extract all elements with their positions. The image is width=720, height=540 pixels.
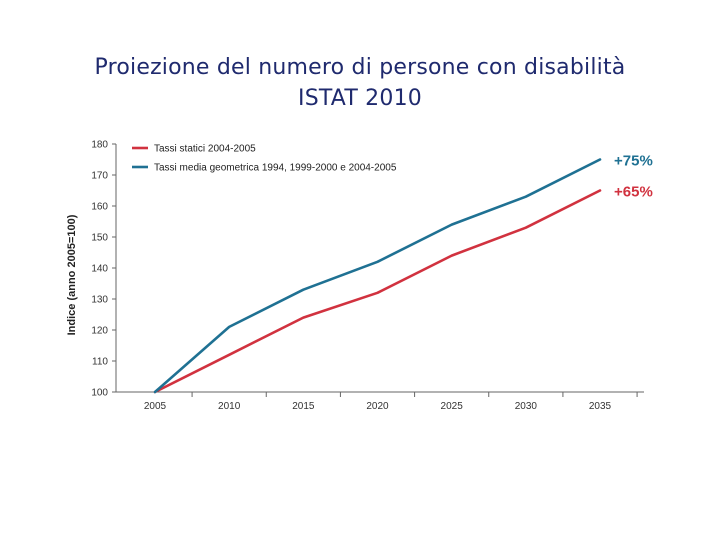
x-tick-label: 2030 bbox=[515, 401, 538, 412]
disability-projection-chart: 100 110 120 130 140 150 160 170 180 2005 2010 2015… bbox=[66, 140, 653, 413]
y-tick-label: 100 bbox=[91, 388, 108, 399]
y-tick-label: 130 bbox=[91, 295, 108, 306]
slide-title: Proiezione del numero di persone con dis… bbox=[0, 52, 720, 114]
title-line-1: Proiezione del numero di persone con dis… bbox=[94, 55, 626, 80]
x-tick-label: 2005 bbox=[144, 401, 167, 412]
legend: Tassi statici 2004-2005 Tassi media geome… bbox=[132, 144, 397, 174]
y-tick-label: 110 bbox=[92, 357, 108, 368]
legend-label: Tassi statici 2004-2005 bbox=[154, 144, 256, 155]
x-tick-label: 2035 bbox=[589, 401, 612, 412]
series-lines bbox=[153, 158, 602, 394]
title-line-2: ISTAT 2010 bbox=[298, 86, 422, 111]
x-tick-label: 2015 bbox=[292, 401, 315, 412]
y-axis-label: Indice (anno 2005=100) bbox=[66, 214, 78, 335]
series-line-tassi-statici bbox=[153, 189, 602, 394]
y-axis: 100 110 120 130 140 150 160 170 180 bbox=[91, 140, 117, 399]
end-labels: +65% +75% bbox=[614, 153, 653, 201]
y-tick-label: 120 bbox=[91, 326, 108, 337]
y-tick-label: 150 bbox=[91, 233, 108, 244]
x-tick-label: 2010 bbox=[218, 401, 241, 412]
end-label: +75% bbox=[614, 153, 653, 170]
y-tick-label: 180 bbox=[91, 140, 108, 151]
legend-label: Tassi media geometrica 1994, 1999-2000 e… bbox=[154, 163, 397, 174]
y-tick-label: 160 bbox=[91, 202, 108, 213]
x-tick-label: 2020 bbox=[366, 401, 389, 412]
series-line-tassi-media-geometrica bbox=[153, 158, 602, 394]
end-label: +65% bbox=[614, 184, 653, 201]
y-tick-label: 140 bbox=[91, 264, 108, 275]
x-tick-label: 2025 bbox=[441, 401, 464, 412]
y-tick-label: 170 bbox=[91, 171, 108, 182]
x-axis: 2005 2010 2015 2020 2025 2030 2035 bbox=[116, 391, 644, 412]
